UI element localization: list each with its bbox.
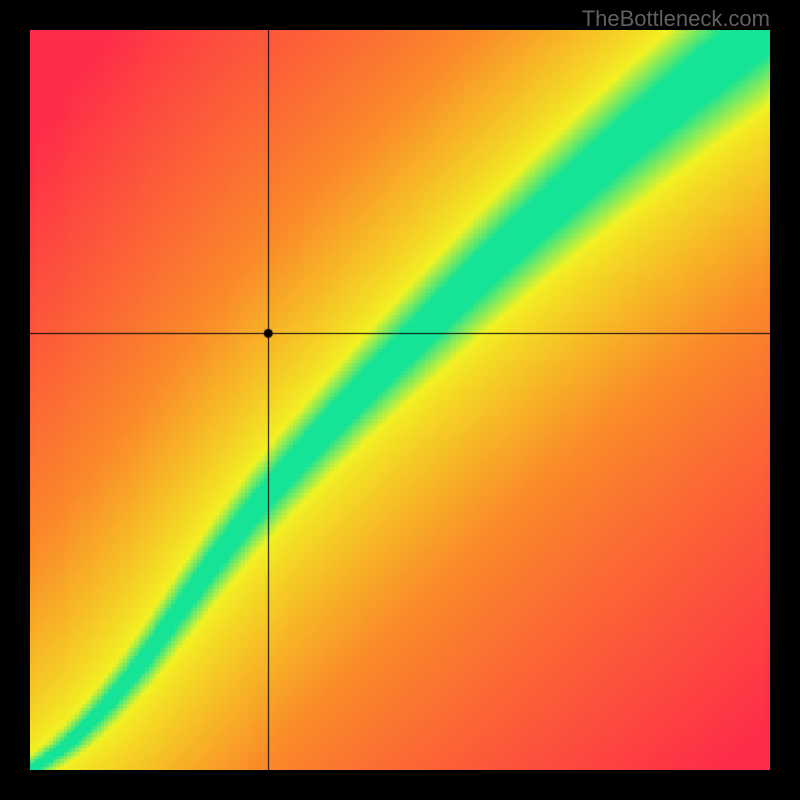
heatmap-plot: [30, 30, 770, 770]
watermark-text: TheBottleneck.com: [582, 6, 770, 32]
heatmap-canvas: [30, 30, 770, 770]
chart-container: TheBottleneck.com: [0, 0, 800, 800]
